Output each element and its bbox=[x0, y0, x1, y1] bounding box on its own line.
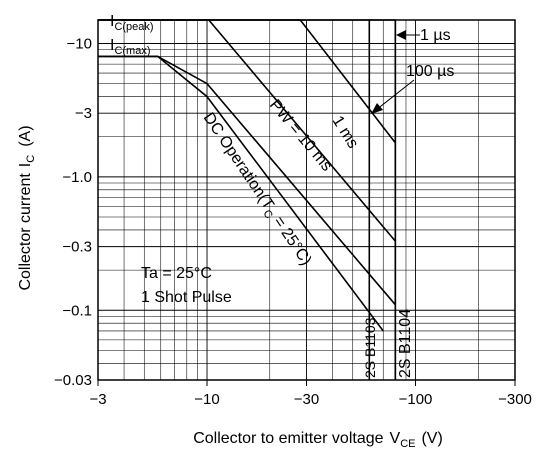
device-label-2sb1104: 2S B1104 bbox=[397, 309, 414, 378]
device-label-2sb1103: 2S B1103 bbox=[362, 317, 378, 378]
limit-label-ic-peak: IC(peak) bbox=[110, 13, 154, 33]
arrow-100us-head bbox=[371, 103, 383, 114]
x-tick-label: −30 bbox=[294, 391, 319, 408]
series-line-4 bbox=[98, 55, 384, 332]
annotation-ta: Ta = 25°C bbox=[141, 265, 212, 282]
x-tick-label: −100 bbox=[399, 391, 433, 408]
series-label-1us: 1 µs bbox=[420, 27, 451, 44]
ticks-layer: −3 −10 −30 −100 −300 −10 −3 −1.0 −0.3 −0.1 −0.03 bbox=[54, 35, 532, 408]
annotation-shot-pulse: 1 Shot Pulse bbox=[141, 289, 232, 306]
x-tick-label: −300 bbox=[498, 391, 532, 408]
series-line-0 bbox=[98, 19, 397, 380]
x-tick-label: −3 bbox=[89, 391, 106, 408]
arrow-1us-head bbox=[396, 30, 406, 40]
y-tick-label: −0.1 bbox=[62, 302, 92, 319]
arrow-100us-line bbox=[375, 79, 415, 111]
series-line-2 bbox=[98, 19, 396, 242]
limit-label-ic-max: IC(max) bbox=[110, 37, 151, 57]
series-label-1ms: 1 ms bbox=[329, 113, 362, 151]
y-tick-label: −10 bbox=[67, 35, 92, 52]
x-axis-label: Collector to emitter voltage VCE (V) bbox=[193, 430, 443, 450]
y-axis-label: Collector currentIC(A) bbox=[17, 125, 37, 290]
series-layer bbox=[98, 19, 397, 380]
y-tick-label: −1.0 bbox=[62, 169, 92, 186]
y-tick-label: −0.03 bbox=[54, 372, 92, 389]
x-tick-label: −10 bbox=[194, 391, 219, 408]
series-label-100us: 100 µs bbox=[406, 63, 454, 80]
y-tick-label: −0.3 bbox=[62, 239, 92, 256]
y-tick-label: −3 bbox=[75, 105, 92, 122]
series-label-10ms: PW = 10 ms bbox=[266, 97, 335, 175]
